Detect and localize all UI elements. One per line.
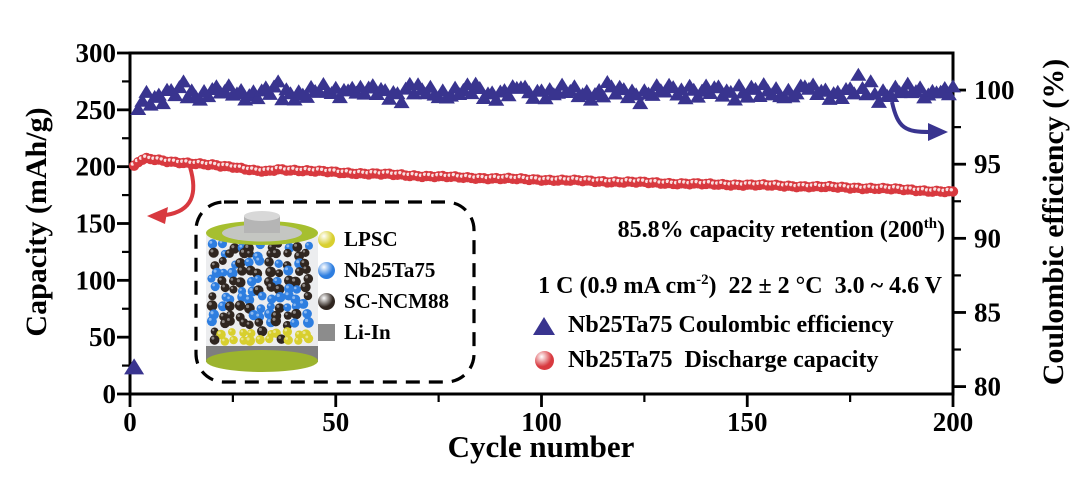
legend-label: Nb25Ta75 Coulombic efficiency [568, 312, 894, 338]
x-axis-title: Cycle number [447, 429, 635, 464]
svg-text:100: 100 [521, 407, 562, 437]
svg-text:100: 100 [76, 265, 117, 295]
inset-label: Li-In [344, 320, 391, 344]
legend-item-discharge-capacity: Nb25Ta75 Discharge capacity [528, 347, 894, 374]
svg-text:0: 0 [123, 407, 137, 437]
sc-ncm88-ball-icon [318, 293, 335, 310]
legend-item-coulombic-efficiency: Nb25Ta75 Coulombic efficiency [528, 312, 894, 339]
svg-text:250: 250 [76, 95, 117, 125]
plot-legend: Nb25Ta75 Coulombic efficiency Nb25Ta75 D… [528, 312, 894, 374]
axis-ticks: 0 50 100 150 200 0 50 100 150 200 250 300 80 85 90 95 10… [76, 38, 1015, 437]
inset-item-sc-ncm88: SC-NCM88 [318, 289, 449, 314]
right-axis-title: Coulombic efficiency (%) [1037, 58, 1070, 386]
conditions-tail: ) 22 ± 2 °C 3.0 ~ 4.6 V [708, 273, 942, 299]
left-axis-title: Capacity (mAh/g) [20, 107, 53, 337]
inset-dashed-box [194, 200, 476, 384]
svg-text:200: 200 [933, 407, 974, 437]
nb25ta75-ball-icon [318, 262, 335, 279]
inset-item-lpsc: LPSC [318, 227, 449, 252]
svg-text:100: 100 [974, 75, 1015, 105]
retention-superscript: th [923, 216, 937, 232]
svg-text:80: 80 [974, 372, 1001, 402]
svg-text:0: 0 [103, 379, 117, 409]
sphere-marker-icon [528, 351, 560, 370]
triangle-marker-icon [528, 316, 560, 336]
series-nb25ta75-coulombic-efficiency [124, 67, 961, 375]
inset-item-nb25ta75: Nb25Ta75 [318, 258, 449, 283]
inset-label: LPSC [344, 227, 398, 251]
inset-label: Nb25Ta75 [344, 258, 436, 282]
red-axis-arrow [147, 166, 196, 224]
svg-text:50: 50 [89, 322, 116, 352]
svg-text:90: 90 [974, 223, 1001, 253]
conditions-superscript: -2 [696, 272, 709, 288]
retention-annotation: 85.8% capacity retention (200th) [618, 216, 945, 244]
retention-close: ) [937, 217, 945, 243]
svg-text:95: 95 [974, 149, 1001, 179]
series-nb25ta75-discharge-capacity [128, 152, 959, 198]
li-in-square-icon [318, 324, 335, 341]
lpsc-ball-icon [318, 231, 335, 248]
svg-text:150: 150 [727, 407, 768, 437]
legend-label: Nb25Ta75 Discharge capacity [568, 347, 879, 373]
blue-axis-arrow [890, 101, 948, 141]
inset-item-li-in: Li-In [318, 320, 449, 345]
svg-text:85: 85 [974, 297, 1001, 327]
svg-text:200: 200 [76, 152, 117, 182]
test-conditions-annotation: 1 C (0.9 mA cm-2) 22 ± 2 °C 3.0 ~ 4.6 V [538, 272, 942, 300]
conditions-text: 1 C (0.9 mA cm [538, 273, 697, 299]
svg-text:150: 150 [76, 209, 117, 239]
retention-text: 85.8% capacity retention (200 [617, 217, 924, 243]
svg-text:300: 300 [76, 38, 117, 68]
battery-illustration [206, 211, 318, 372]
inset-label: SC-NCM88 [344, 289, 449, 313]
svg-text:50: 50 [322, 407, 349, 437]
inset-legend: LPSC Nb25Ta75 SC-NCM88 Li-In [318, 227, 449, 345]
